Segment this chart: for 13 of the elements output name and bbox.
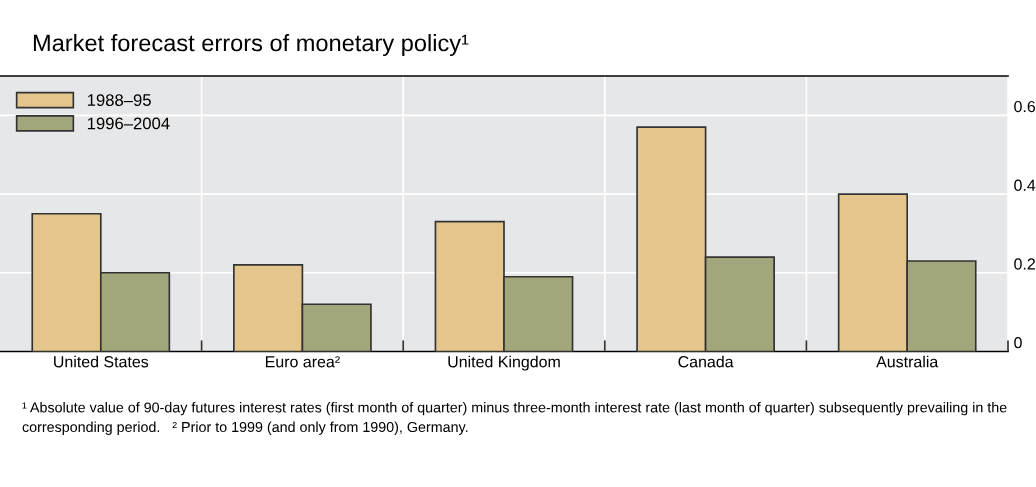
chart-title: Market forecast errors of monetary policy¹ <box>33 34 469 56</box>
x-tick-label: Australia <box>876 355 939 368</box>
y-tick-label: 0.6 <box>1014 100 1036 113</box>
legend-label: 1996–2004 <box>87 117 170 130</box>
text: ¹ Absolute value of 90-day futures interest rates (first month of quarter) minus three-month interest rate (last month of quarter) subsequently prevailing in the corresponding period. ² Prior to 1999 (and only from 1990), Germany. <box>22 402 1007 435</box>
x-tick-label: Euro area² <box>265 356 340 368</box>
x-tick-label: United Kingdom <box>448 355 560 371</box>
legend-label: 1988–95 <box>87 94 151 106</box>
y-tick-label: 0 <box>1014 337 1022 349</box>
x-tick-label: Canada <box>678 355 734 368</box>
x-tick-label: United States <box>54 355 149 368</box>
y-tick-label: 0.2 <box>1014 258 1035 270</box>
y-tick-label: 0.4 <box>1014 179 1036 191</box>
